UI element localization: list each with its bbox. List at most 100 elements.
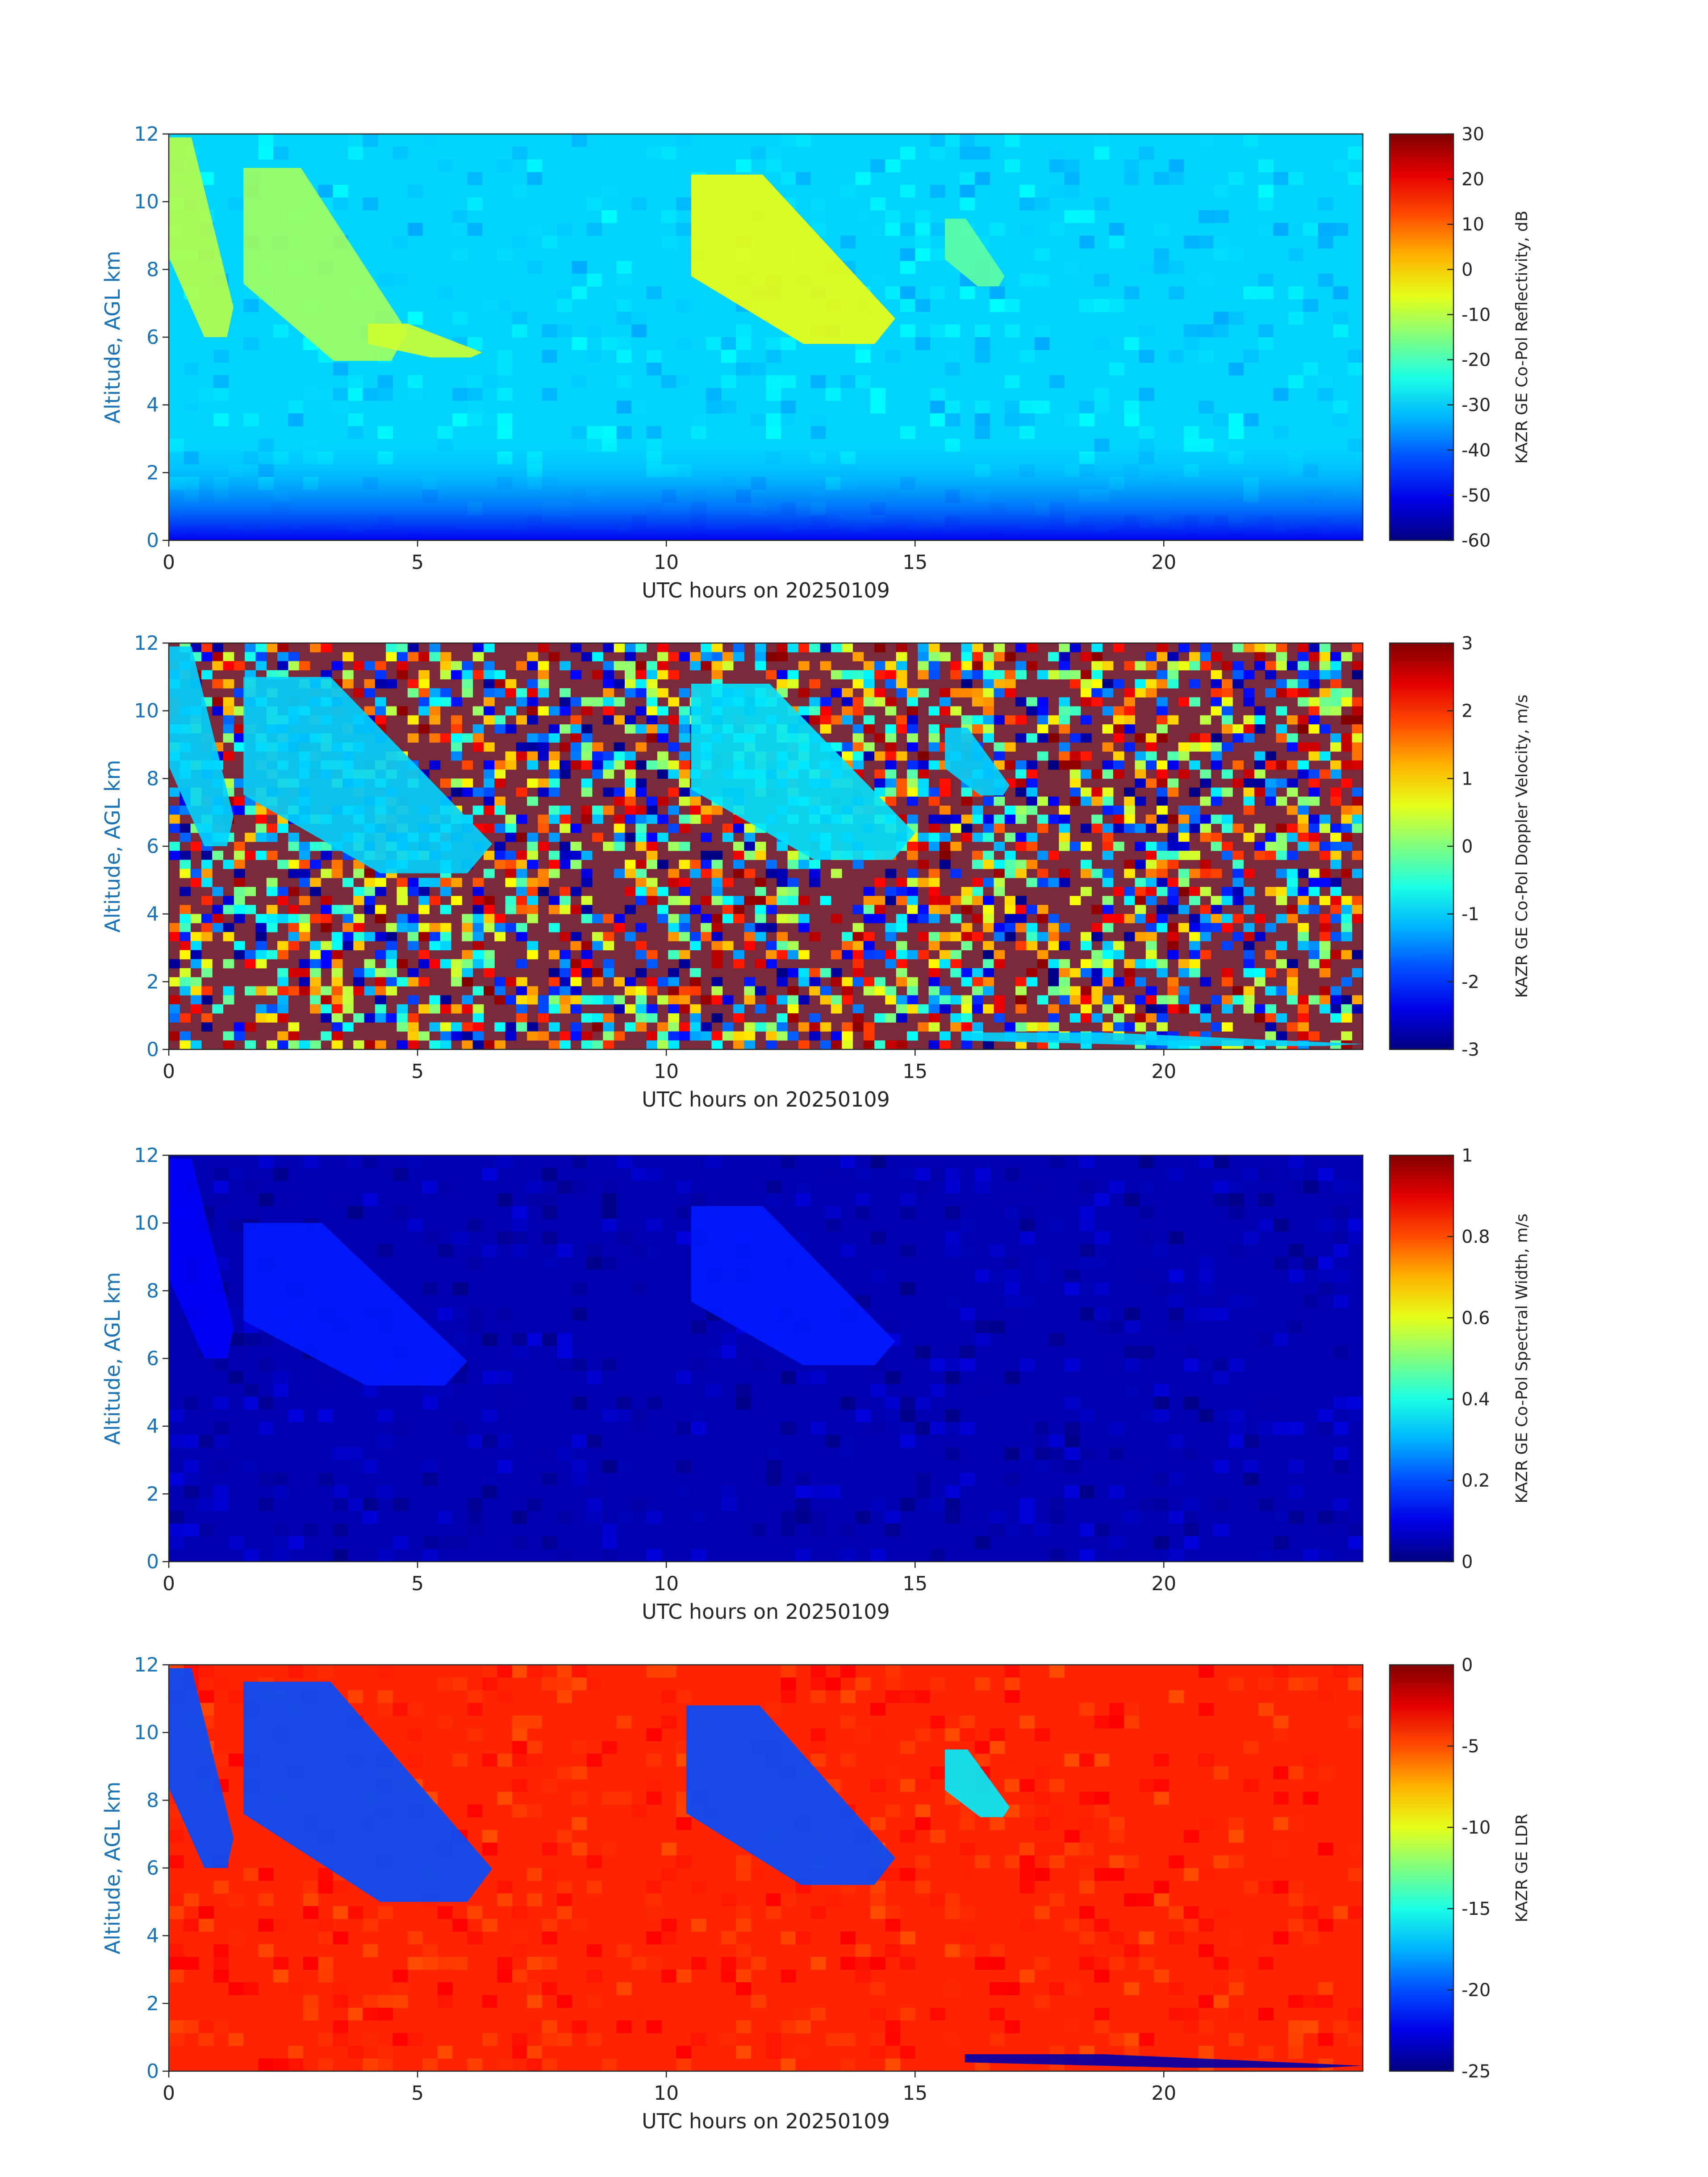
speckle-cell xyxy=(1199,1944,1214,1957)
speckle-cell xyxy=(497,1371,513,1384)
noise-cell xyxy=(1026,661,1038,671)
noise-cell xyxy=(972,715,983,725)
noise-cell xyxy=(1059,806,1070,815)
noise-cell xyxy=(885,869,897,878)
noise-cell xyxy=(668,986,680,996)
noise-cell xyxy=(1308,724,1320,734)
noise-cell xyxy=(277,977,288,986)
noise-cell xyxy=(842,932,853,941)
noise-cell xyxy=(603,1022,614,1032)
speckle-cell xyxy=(228,197,244,211)
noise-cell xyxy=(950,706,962,716)
speckle-cell xyxy=(1228,172,1244,185)
noise-cell xyxy=(266,1004,278,1014)
noise-cell xyxy=(1352,995,1363,1005)
noise-cell xyxy=(733,643,744,652)
noise-cell xyxy=(527,851,539,860)
speckle-cell xyxy=(661,1843,677,1856)
noise-cell xyxy=(1157,670,1168,680)
speckle-cell xyxy=(1183,1918,1199,1932)
speckle-cell xyxy=(781,1677,796,1691)
speckle-cell xyxy=(333,1193,348,1207)
noise-cell xyxy=(483,769,495,779)
speckle-cell xyxy=(348,388,363,401)
speckle-cell xyxy=(1064,184,1080,198)
noise-cell xyxy=(1059,968,1070,978)
noise-cell xyxy=(983,905,994,915)
speckle-cell xyxy=(542,1677,557,1691)
cloud-feature xyxy=(169,1668,234,1868)
noise-cell xyxy=(646,877,658,887)
noise-cell xyxy=(581,851,593,860)
noise-cell xyxy=(972,860,983,869)
noise-cell xyxy=(245,1022,256,1032)
noise-cell xyxy=(1015,1022,1027,1032)
speckle-cell xyxy=(1124,286,1140,300)
noise-cell xyxy=(234,877,245,887)
noise-cell xyxy=(451,1031,462,1041)
noise-cell xyxy=(679,959,690,969)
speckle-cell xyxy=(572,375,587,389)
speckle-cell xyxy=(840,1244,856,1257)
noise-cell xyxy=(1102,742,1114,752)
noise-cell xyxy=(1254,724,1265,734)
speckle-cell xyxy=(348,1906,363,1919)
noise-cell xyxy=(689,806,701,815)
speckle-cell xyxy=(1213,1906,1229,1919)
noise-cell xyxy=(852,706,864,716)
speckle-cell xyxy=(840,1715,856,1729)
noise-cell xyxy=(635,1004,647,1014)
speckle-cell xyxy=(1303,362,1319,376)
noise-cell xyxy=(1069,670,1081,680)
speckle-cell xyxy=(1064,1485,1080,1499)
noise-cell xyxy=(440,959,451,969)
noise-cell xyxy=(505,679,517,689)
speckle-cell xyxy=(1064,1447,1080,1460)
noise-cell xyxy=(527,760,539,770)
noise-cell xyxy=(440,905,451,915)
noise-cell xyxy=(646,1013,658,1023)
noise-cell xyxy=(1319,914,1331,923)
noise-cell xyxy=(462,733,473,743)
speckle-cell xyxy=(363,1511,378,1524)
noise-cell xyxy=(1200,815,1211,824)
y-tick-label: 4 xyxy=(146,394,159,417)
speckle-cell xyxy=(437,1308,453,1321)
speckle-cell xyxy=(512,2046,527,2059)
speckle-cell xyxy=(1124,1308,1140,1321)
noise-cell xyxy=(527,778,539,788)
noise-cell xyxy=(624,905,636,915)
noise-cell xyxy=(397,977,408,986)
speckle-cell xyxy=(1019,426,1035,439)
noise-cell xyxy=(483,742,495,752)
speckle-cell xyxy=(228,1944,244,1957)
noise-cell xyxy=(679,923,690,932)
noise-cell xyxy=(614,995,625,1005)
speckle-cell xyxy=(1273,1715,1289,1729)
noise-cell xyxy=(994,841,1005,851)
noise-cell xyxy=(548,769,560,779)
speckle-cell xyxy=(482,1485,497,1499)
speckle-cell xyxy=(1049,184,1065,198)
speckle-cell xyxy=(1199,1282,1214,1295)
speckle-cell xyxy=(1183,337,1199,350)
speckle-cell xyxy=(512,1511,527,1524)
noise-cell xyxy=(505,823,517,833)
noise-cell xyxy=(364,688,376,698)
noise-cell xyxy=(516,869,527,878)
noise-cell xyxy=(755,905,766,915)
speckle-cell xyxy=(586,1257,602,1270)
noise-cell xyxy=(918,778,929,788)
speckle-cell xyxy=(318,1868,334,1881)
speckle-cell xyxy=(1034,1995,1050,2008)
speckle-cell xyxy=(691,1880,706,1894)
speckle-cell xyxy=(646,1792,662,1805)
speckle-cell xyxy=(766,413,781,426)
noise-cell xyxy=(180,968,191,978)
speckle-cell xyxy=(930,1168,945,1181)
noise-cell xyxy=(1145,652,1157,661)
speckle-cell xyxy=(1273,1817,1289,1830)
speckle-cell xyxy=(795,2046,811,2059)
noise-cell xyxy=(592,806,603,815)
noise-cell xyxy=(169,841,180,851)
